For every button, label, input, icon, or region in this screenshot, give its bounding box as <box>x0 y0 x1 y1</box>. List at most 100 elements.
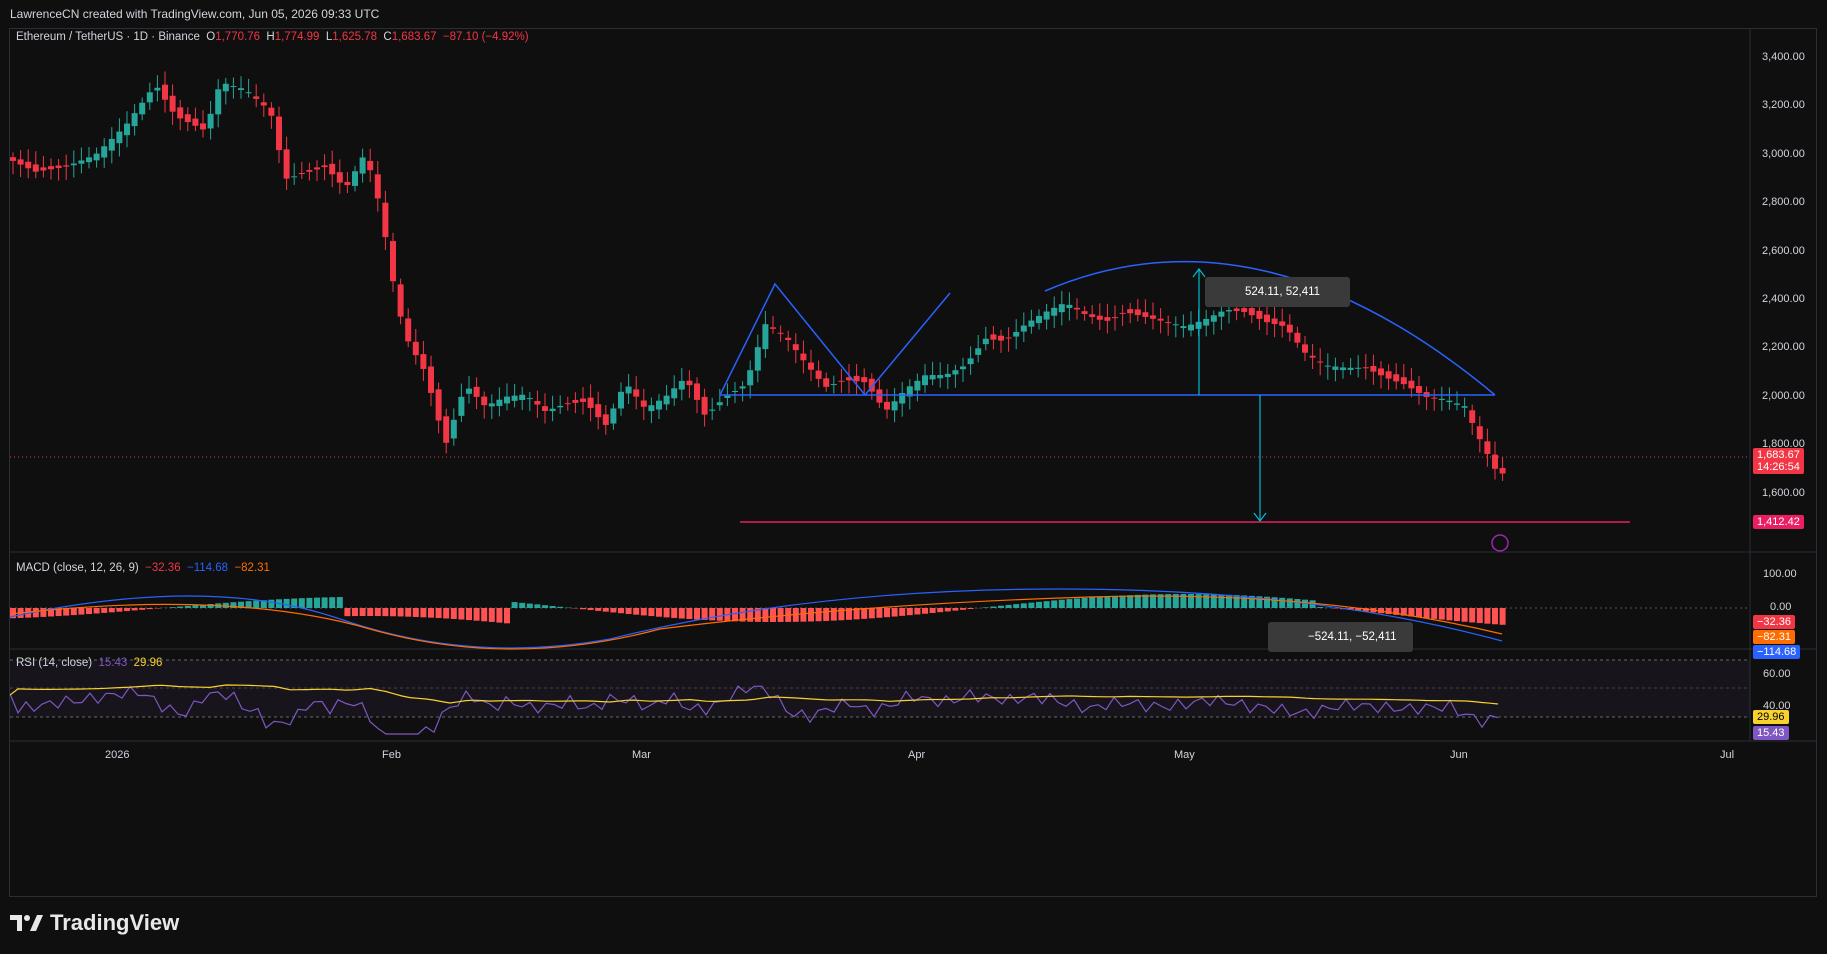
rsi-ma-value: 29.96 <box>133 657 163 669</box>
candle-body <box>17 159 24 165</box>
macd-histogram-bar <box>663 608 670 618</box>
macd-histogram-bar <box>542 605 548 608</box>
macd-histogram-bar <box>534 604 541 608</box>
candle-body <box>678 380 685 390</box>
macd-histogram-bar <box>846 608 852 620</box>
macd-histogram-bar <box>207 603 214 608</box>
candle-body <box>1119 312 1126 314</box>
candle-body <box>139 102 146 115</box>
time-label-feb: Feb <box>382 749 401 761</box>
macd-histogram-bar <box>838 608 845 621</box>
candle-body <box>63 165 70 167</box>
macd-histogram-bar <box>580 608 586 610</box>
candle-body <box>131 113 138 127</box>
candle-body <box>944 373 951 378</box>
candle-body <box>861 377 868 383</box>
tradingview-logo-icon <box>10 915 43 931</box>
measure-up-label[interactable]: 524.11, 52,411 <box>1205 277 1350 307</box>
candle-body <box>914 380 921 391</box>
candle-body <box>1248 308 1255 316</box>
macd-histogram-bar <box>808 608 814 622</box>
macd-histogram-bar <box>192 605 199 608</box>
rsi-axis-40: 40.00 <box>1763 700 1791 712</box>
candle-body <box>1142 312 1149 317</box>
measure-down-label[interactable]: −524.11, −52,411 <box>1268 622 1413 652</box>
macd-histogram-bar <box>139 608 146 610</box>
candle-body <box>420 354 427 369</box>
candle-body <box>800 353 807 361</box>
candle-body <box>25 161 32 169</box>
macd-histogram-bar <box>770 608 776 622</box>
candle-body <box>618 391 624 409</box>
time-label-mar: Mar <box>632 749 651 761</box>
candle-body <box>701 396 708 415</box>
macd-histogram-bar <box>55 608 62 617</box>
candle-body <box>428 366 434 393</box>
macd-histogram-bar <box>754 608 761 622</box>
macd-histogram-bar <box>1066 599 1073 608</box>
candle-body <box>93 153 100 161</box>
macd-histogram-bar <box>1051 600 1058 608</box>
macd-histogram-bar <box>1469 608 1476 623</box>
candle-body <box>1188 324 1194 331</box>
macd-histogram-bar <box>1036 601 1042 608</box>
macd-histogram-bar <box>291 598 298 608</box>
candle-body <box>937 375 944 379</box>
macd-histogram-bar <box>815 608 822 622</box>
macd-histogram-bar <box>1476 608 1483 624</box>
time-label-may: May <box>1174 749 1195 761</box>
candle-body <box>1499 467 1506 474</box>
candle-body <box>1438 398 1445 400</box>
candle-body <box>823 378 830 387</box>
macd-histogram-bar <box>481 608 488 622</box>
macd-histogram-bar <box>960 608 966 610</box>
macd-histogram-bar <box>374 608 381 617</box>
macd-histogram-bar <box>1089 597 1096 608</box>
candle-body <box>435 389 442 421</box>
macd-histogram-bar <box>1218 594 1225 608</box>
macd-histogram-bar <box>823 608 830 621</box>
candle-body <box>1279 321 1286 326</box>
macd-histogram-bar <box>671 608 678 618</box>
candle-body <box>359 157 366 174</box>
candle-body <box>1302 344 1308 353</box>
macd-histogram-bar <box>899 608 906 616</box>
macd-histogram-bar <box>922 608 928 614</box>
macd-histogram-bar <box>739 608 746 622</box>
candle-body <box>86 157 92 163</box>
macd-signal-value: −82.31 <box>234 562 270 574</box>
candle-body <box>1385 371 1392 379</box>
macd-histogram-bar <box>428 608 434 618</box>
candle-body <box>1317 361 1324 363</box>
candle-body <box>792 344 799 351</box>
pattern-drawings <box>719 260 1630 552</box>
macd-histogram-bar <box>1393 608 1400 615</box>
credit-bar: LawrenceCN created with TradingView.com,… <box>0 0 1827 28</box>
candle-body <box>177 107 184 119</box>
macd-histogram-bar <box>222 602 229 608</box>
chart-frame[interactable]: Ethereum / TetherUS · 1D · Binance O1,77… <box>9 28 1817 897</box>
candle-body <box>747 370 754 386</box>
candle-body <box>367 160 374 171</box>
macd-histogram-bar <box>450 608 457 619</box>
macd-histogram-bar <box>412 608 419 617</box>
candle-body <box>967 358 974 365</box>
double-top-pattern <box>719 282 951 397</box>
macd-histogram-bar <box>1020 603 1027 608</box>
macd-histogram-bar <box>1233 595 1240 608</box>
time-label-2026: 2026 <box>105 749 130 761</box>
credit-text: LawrenceCN created with TradingView.com,… <box>10 7 380 21</box>
macd-histogram-bar <box>1210 594 1217 608</box>
candle-body <box>1203 318 1210 326</box>
rsi-pane <box>10 659 1750 735</box>
candle-body <box>739 386 746 389</box>
tradingview-brand[interactable]: TradingView <box>10 910 179 936</box>
macd-histogram-bar <box>443 608 450 619</box>
candle-body <box>374 174 381 199</box>
candle-body <box>108 138 115 151</box>
macd-pane <box>10 588 1750 650</box>
candle-body <box>694 383 700 400</box>
candle-body <box>124 123 130 136</box>
chart-canvas[interactable] <box>10 29 1816 896</box>
time-label-jul: Jul <box>1720 749 1735 761</box>
